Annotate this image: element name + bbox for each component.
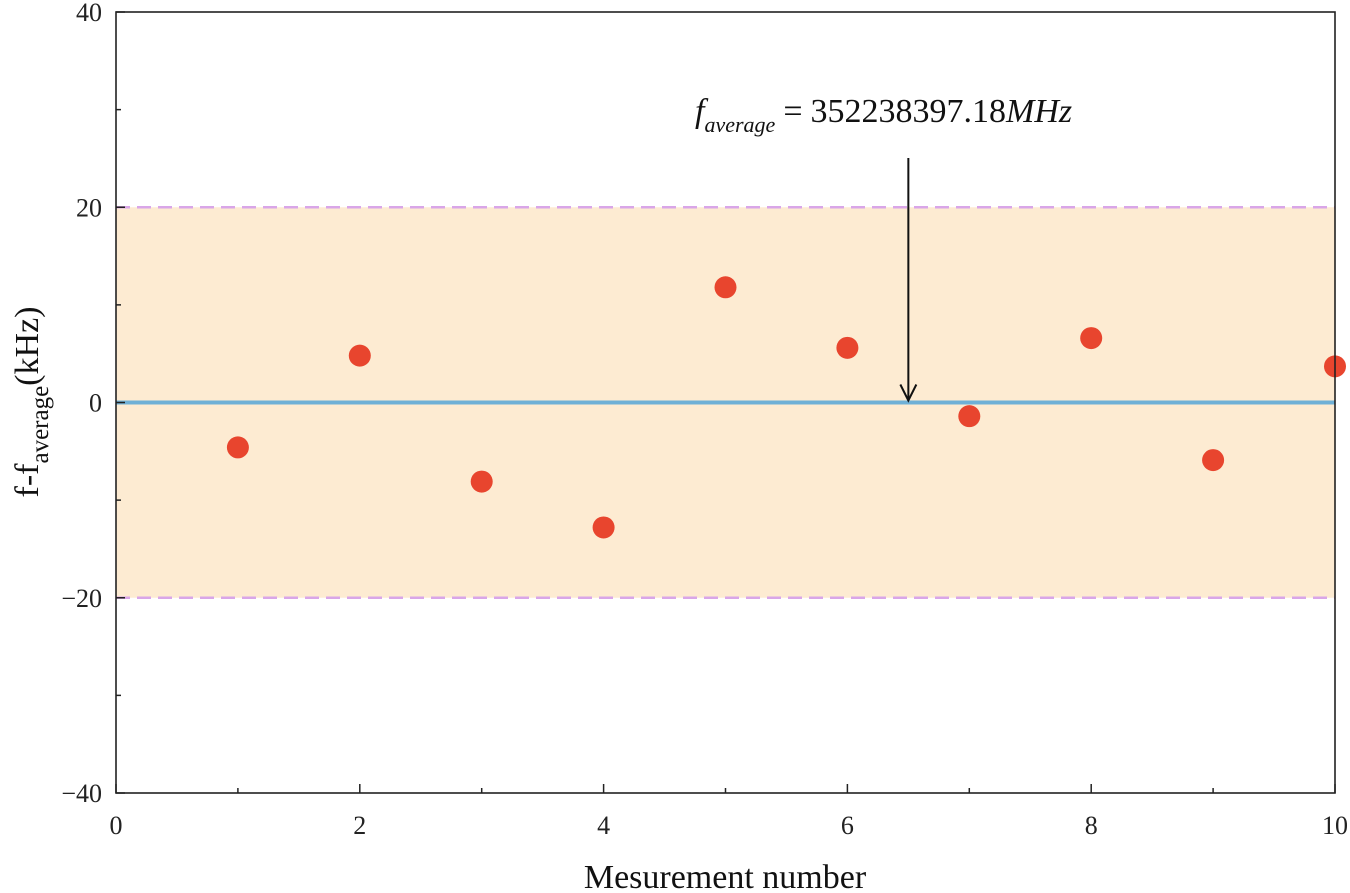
y-tick-label: −20 (61, 584, 102, 613)
y-axis-title-base: f-f (9, 463, 46, 498)
x-axis-title: Mesurement number (584, 859, 867, 893)
x-tick-label: 4 (597, 811, 610, 840)
annotation-unit: MHz (1005, 93, 1072, 130)
annotation-subscript: average (704, 112, 775, 137)
data-point (226, 436, 249, 459)
x-tick-label: 2 (353, 811, 366, 840)
x-tick-label: 10 (1322, 811, 1348, 840)
axis-ticks (115, 11, 1336, 794)
data-point (958, 405, 981, 428)
tick-labels: 0 2 4 6 8 10 −40 −20 0 20 40 (61, 0, 1348, 840)
x-tick-label: 0 (110, 811, 123, 840)
annotation-arrowhead (899, 384, 918, 403)
annotation-equals: = (783, 93, 802, 130)
annotation-value: 352238397.18 (811, 93, 1007, 130)
y-axis-title: f-faverage(kHz) (9, 307, 54, 498)
y-axis-title-subscript: average (27, 386, 54, 464)
data-point (714, 276, 737, 299)
y-tick-label: −40 (61, 779, 102, 808)
annotation-text: faverage = 352238397.18MHz (695, 93, 1072, 137)
y-tick-label: 40 (76, 0, 102, 27)
data-point (348, 344, 371, 367)
data-point (1202, 449, 1225, 472)
data-points (226, 276, 1346, 539)
y-axis-title-unit: (kHz) (9, 307, 46, 386)
x-tick-label: 8 (1085, 811, 1098, 840)
y-tick-label: 0 (89, 389, 102, 418)
data-point (592, 516, 615, 539)
data-point (1080, 327, 1103, 350)
data-point (470, 470, 493, 493)
annotation: faverage = 352238397.18MHz (695, 93, 1072, 403)
data-point (836, 336, 859, 359)
x-tick-label: 6 (841, 811, 854, 840)
y-tick-label: 20 (76, 193, 102, 222)
